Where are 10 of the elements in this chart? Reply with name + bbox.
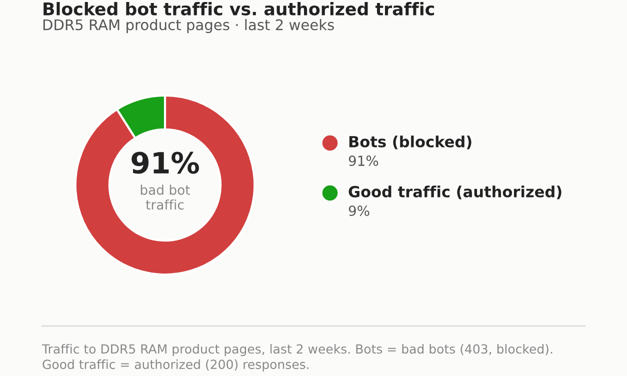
donut-slice	[74, 94, 256, 276]
text: Traffic to DDR5 RAM product pages, last 2 weeks. Bots = bad bots (403, blocked). Good traffic = authorized (200) responses.	[42, 344, 552, 372]
text: bad bot traffic	[140, 184, 190, 210]
legend-label: Good traffic (authorized)	[348, 186, 562, 200]
legend-label: Bots (blocked)	[349, 136, 472, 150]
text: 91%	[132, 152, 199, 174]
chart-title: Blocked bot traffic vs. authorized traffic	[44, 2, 434, 16]
data-label: 9%	[348, 206, 370, 216]
data-label: 91%	[348, 156, 378, 166]
chart-subtitle: DDR5 RAM product pages · last 2 weeks	[43, 19, 334, 34]
